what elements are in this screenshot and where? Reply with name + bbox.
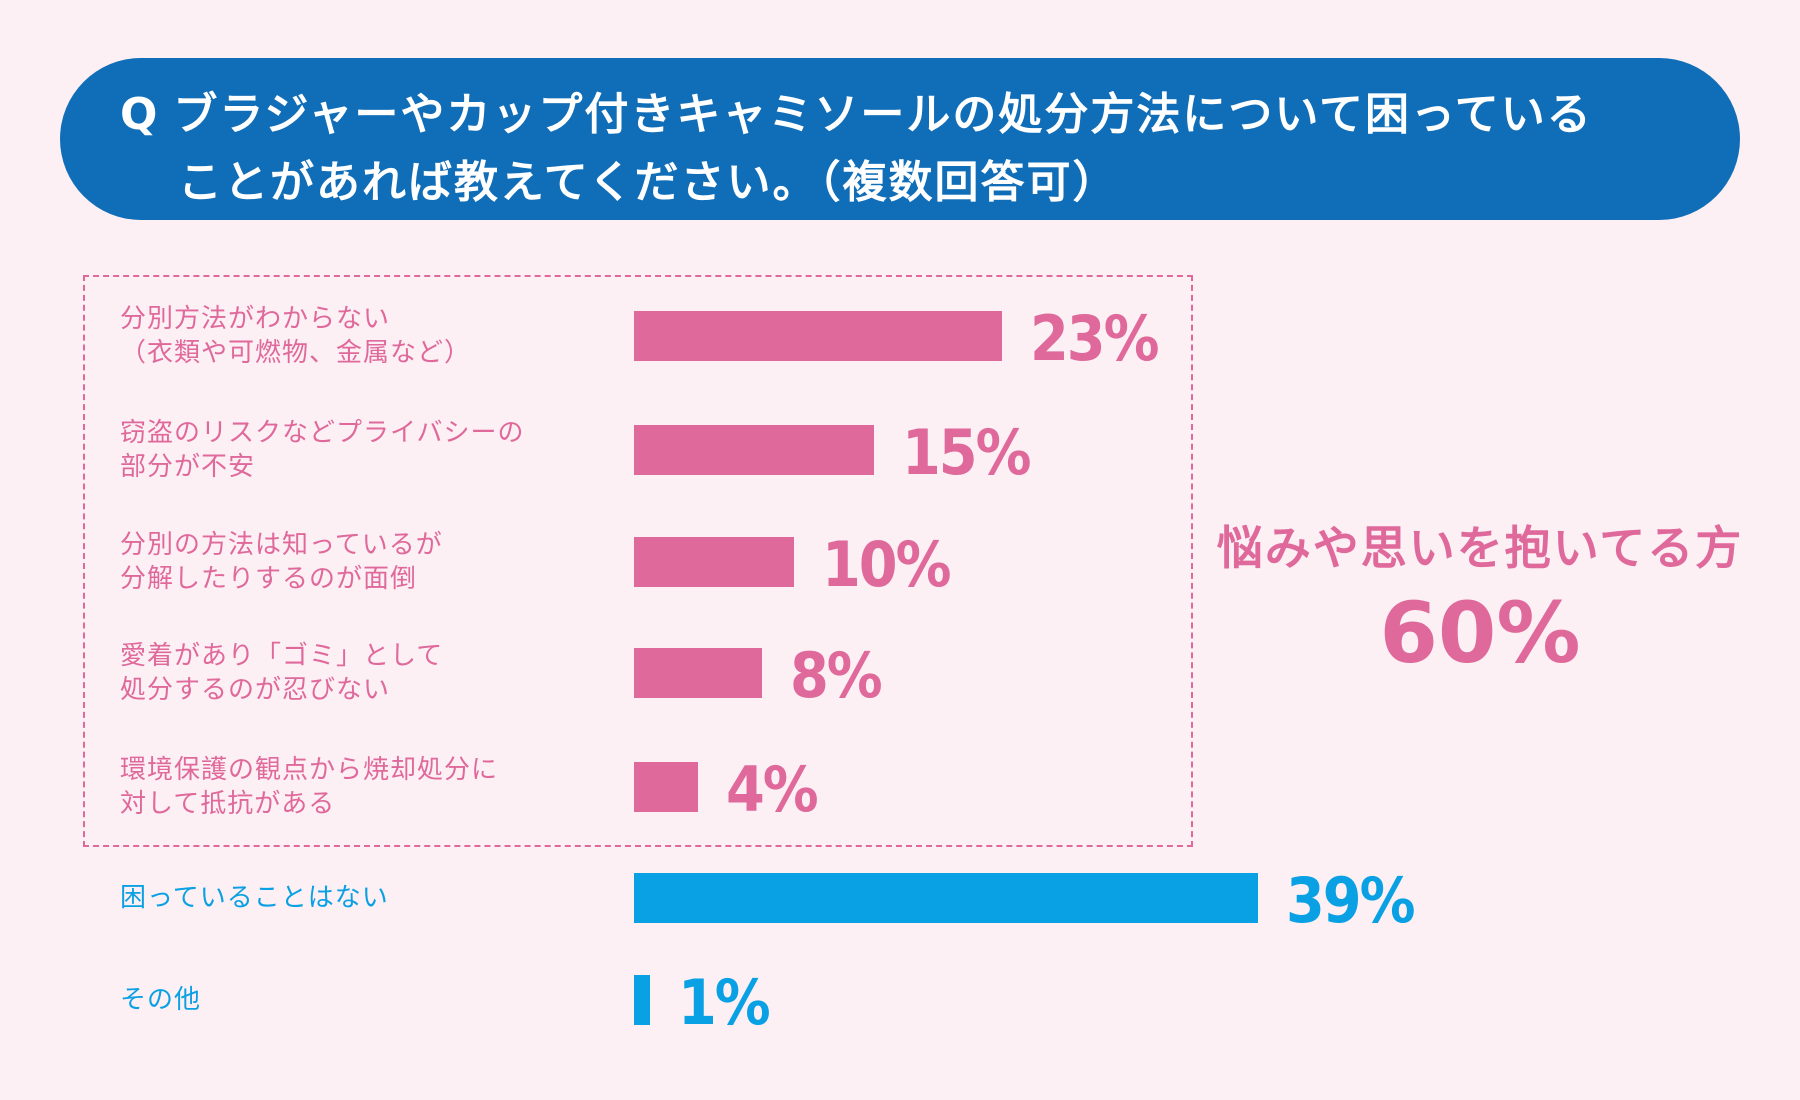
question-text-1: ブラジャーやカップ付きキャミソールの処分方法について困っている bbox=[173, 89, 1593, 140]
category-label-3: 愛着があり「ゴミ」として 処分するのが忍びない bbox=[120, 641, 444, 705]
category-label-0: 分別方法がわからない （衣類や可燃物、金属など） bbox=[120, 304, 472, 368]
value-label-3: 8% bbox=[790, 639, 882, 712]
question-line-2: ことがあれば教えてください。（複数回答可） bbox=[178, 157, 1119, 208]
bar-5 bbox=[634, 873, 1258, 923]
q-mark: Q bbox=[120, 89, 160, 140]
value-label-5: 39% bbox=[1286, 864, 1415, 937]
category-label-2: 分別の方法は知っているが 分解したりするのが面倒 bbox=[120, 530, 443, 594]
value-label-1: 15% bbox=[902, 416, 1031, 489]
value-label-6: 1% bbox=[678, 966, 770, 1039]
value-label-4: 4% bbox=[726, 753, 818, 826]
summary-value: 60% bbox=[1379, 584, 1581, 682]
category-label-1: 窃盗のリスクなどプライバシーの 部分が不安 bbox=[120, 418, 525, 482]
summary-label: 悩みや思いを抱いてる方 bbox=[1216, 521, 1744, 575]
category-label-4: 環境保護の観点から焼却処分に 対して抵抗がある bbox=[120, 755, 499, 819]
bar-2 bbox=[634, 537, 794, 587]
question-banner: Q ブラジャーやカップ付きキャミソールの処分方法について困っている ことがあれば教… bbox=[60, 58, 1740, 220]
concern-group-box bbox=[83, 275, 1193, 847]
bar-1 bbox=[634, 425, 874, 475]
value-label-2: 10% bbox=[822, 528, 951, 601]
bar-4 bbox=[634, 762, 698, 812]
question-line-1: Q ブラジャーやカップ付きキャミソールの処分方法について困っている bbox=[120, 78, 1680, 142]
bar-0 bbox=[634, 311, 1002, 361]
bar-6 bbox=[634, 975, 650, 1025]
value-label-0: 23% bbox=[1030, 302, 1159, 375]
bar-3 bbox=[634, 648, 762, 698]
category-label-5: 困っていることはない bbox=[120, 883, 389, 913]
category-label-6: その他 bbox=[120, 985, 202, 1015]
